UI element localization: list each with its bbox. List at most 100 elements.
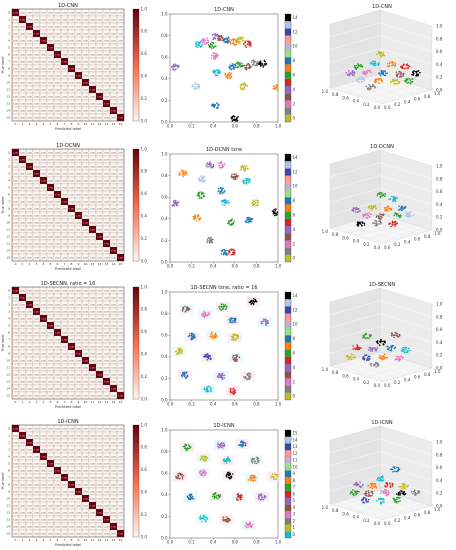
heatmap-value: 0.00 <box>27 381 32 383</box>
heatmap-ytick: 8 <box>8 483 10 487</box>
heatmap-value: 0.00 <box>20 449 25 451</box>
heatmap-value: 0.00 <box>27 187 32 189</box>
heatmap-value: 0.00 <box>41 353 46 355</box>
scatter-point <box>234 175 237 177</box>
heatmap-ytick: 5 <box>8 462 10 466</box>
scatter-point <box>181 374 183 376</box>
scatter-point <box>249 65 251 68</box>
heatmap-value: 0.00 <box>34 61 39 63</box>
heatmap-value: 0.00 <box>83 512 88 514</box>
heatmap-value: 0.00 <box>27 470 32 472</box>
heatmap-colorbar <box>132 148 140 262</box>
scatter3d-point <box>353 71 356 73</box>
scatter3d-point <box>391 333 394 336</box>
scatter-point <box>226 249 228 252</box>
scatter-point <box>248 375 250 377</box>
scatter3d-point <box>373 80 376 83</box>
scatter-point <box>250 217 252 219</box>
heatmap-xtick: 13 <box>105 400 109 404</box>
scatter-point <box>217 376 220 379</box>
heatmap-value: 0.00 <box>97 477 102 479</box>
scatter3d-point <box>361 66 364 68</box>
heatmap-value: 1.00 <box>69 68 74 70</box>
scatter-point <box>223 445 225 447</box>
scatter-point <box>215 74 217 76</box>
heatmap-value: 0.00 <box>62 166 67 168</box>
scatter-point <box>181 169 183 172</box>
heatmap-value: 0.00 <box>48 428 53 430</box>
heatmap-value: 0.00 <box>62 311 67 313</box>
scatter3d-point <box>372 222 374 224</box>
heatmap-value: 0.00 <box>83 477 88 479</box>
heatmap-value: 0.00 <box>20 388 25 390</box>
scatter-point <box>214 332 217 335</box>
heatmap-value: 0.00 <box>118 449 123 451</box>
scatter-point <box>171 66 173 68</box>
y3d-tick: 0.4 <box>353 377 360 382</box>
scatter3d-point <box>383 355 385 358</box>
scatter-point <box>229 388 232 390</box>
scatter-cluster <box>200 384 215 395</box>
heatmap-value: 0.00 <box>41 89 46 91</box>
scatter-point <box>182 172 184 175</box>
scatter-point <box>175 350 178 352</box>
heatmap-value: 0.00 <box>55 456 60 458</box>
scatter3d-point <box>361 80 364 83</box>
scatter3d-point <box>357 221 360 223</box>
scatter-point <box>236 40 238 43</box>
heatmap-value: 0.00 <box>118 470 123 472</box>
scatter3d-point <box>394 346 397 349</box>
scatter-point <box>229 64 231 66</box>
heatmap-value: 0.00 <box>55 311 60 313</box>
scatter-point <box>236 65 238 68</box>
heatmap-value: 0.00 <box>97 82 102 84</box>
heatmap-ytick: 15 <box>6 116 10 120</box>
scatter3d-point <box>395 83 398 85</box>
scatter3d-point <box>371 61 373 64</box>
scatter-point <box>189 333 191 335</box>
heatmap-value: 0.00 <box>104 311 109 313</box>
heatmap-value: 0.00 <box>111 236 116 238</box>
heatmap-value: 0.00 <box>13 498 18 500</box>
heatmap-value: 0.00 <box>83 61 88 63</box>
colorbar-segment <box>285 218 291 226</box>
scatter-point <box>207 236 210 239</box>
scatter-point <box>231 317 233 320</box>
scatter3d-point <box>407 350 409 353</box>
colorbar-segment <box>285 182 291 190</box>
scatter-point <box>213 46 215 49</box>
heatmap-value: 0.00 <box>48 477 53 479</box>
heatmap-value: 0.00 <box>34 187 39 189</box>
z3d-tick: 1.0 <box>436 302 443 307</box>
heatmap-value: 0.00 <box>62 290 67 292</box>
heatmap-xtick: 8 <box>71 262 73 266</box>
heatmap-value: 0.00 <box>62 243 67 245</box>
scatter-point <box>224 72 226 75</box>
heatmap-value: 0.00 <box>104 180 109 182</box>
heatmap-xtick: 9 <box>78 538 80 542</box>
heatmap-value: 0.00 <box>76 89 81 91</box>
heatmap-value: 0.00 <box>69 428 74 430</box>
scatter-point <box>274 211 276 213</box>
heatmap-value: 0.00 <box>118 222 123 224</box>
scatter-point <box>250 221 252 223</box>
heatmap-value: 0.00 <box>27 89 32 91</box>
scatter-point <box>201 196 203 199</box>
heatmap-value: 0.00 <box>104 250 109 252</box>
heatmap-value: 0.00 <box>13 332 18 334</box>
heatmap-value: 0.00 <box>111 491 116 493</box>
heatmap-value: 0.00 <box>62 304 67 306</box>
heatmap-value: 0.00 <box>76 512 81 514</box>
heatmap-ytick: 10 <box>6 81 10 85</box>
scatter-cluster <box>213 371 228 382</box>
heatmap-value: 0.00 <box>62 103 67 105</box>
heatmap-value: 0.00 <box>20 229 25 231</box>
heatmap-value: 0.00 <box>83 201 88 203</box>
scatter3d-point <box>386 62 389 65</box>
heatmap-value: 0.00 <box>97 68 102 70</box>
heatmap-value: 0.00 <box>20 428 25 430</box>
heatmap-value: 0.00 <box>97 290 102 292</box>
heatmap-value: 0.00 <box>62 367 67 369</box>
heatmap-value: 0.00 <box>83 346 88 348</box>
x3d-tick: 0.6 <box>414 237 421 242</box>
